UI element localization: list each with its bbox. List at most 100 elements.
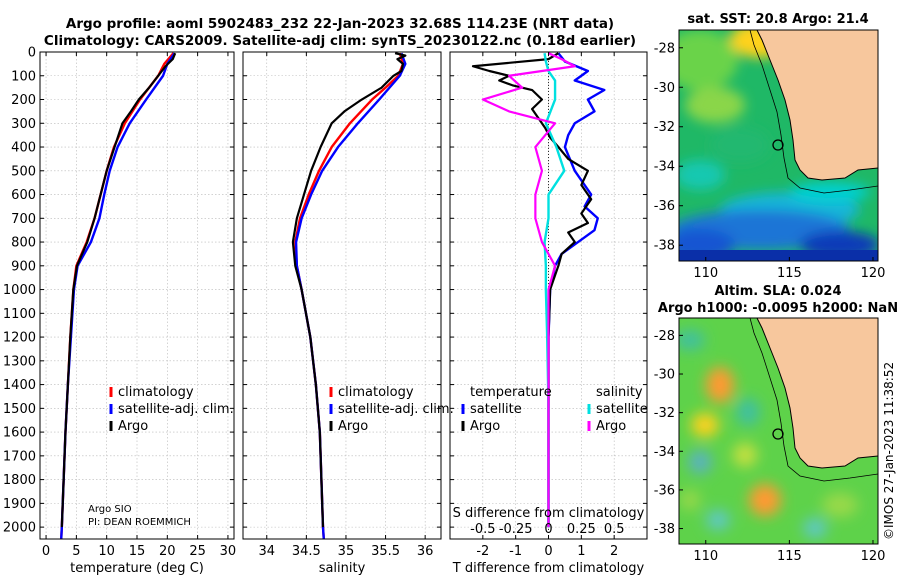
temperature-legend: climatology satellite-adj. clim. Argo: [109, 385, 234, 434]
y-tick-label: 1200: [3, 331, 36, 346]
legend-temp-argo-label: Argo: [470, 419, 500, 434]
x-tick-label: 35: [338, 544, 355, 559]
x-tick-label: 35.5: [371, 544, 400, 559]
x-tick-label: 36: [417, 544, 434, 559]
map-lat-tick-label: -38: [654, 239, 675, 254]
figure-title-line1: Argo profile: aoml 5902483_232 22-Jan-20…: [66, 16, 614, 32]
difference-panel: -2 -1 0 1 2 T difference from climatology S di…: [449, 51, 648, 576]
series-line-argo: [291, 52, 407, 528]
x2-tick-label: 0: [544, 522, 552, 537]
y-tick-label: 1600: [3, 426, 36, 441]
sla-map-title-line2: Argo h1000: -0.0095 h2000: NaN: [658, 301, 898, 316]
credit-line2: PI: DEAN ROEMMICH: [88, 517, 191, 528]
legend-temperature-title: temperature: [470, 385, 552, 400]
map-lat-tick-label: -36: [654, 483, 675, 498]
y-tick-label: 1900: [3, 497, 36, 512]
sla-map: 110 115 120 -28 -30 -32 -34 -36 -38: [654, 317, 886, 564]
sla-profile-location-marker: [772, 428, 784, 440]
y-tick-label: 2000: [3, 521, 36, 536]
map-lon-tick-label: 115: [777, 266, 802, 281]
y-tick-label: 1300: [3, 354, 36, 369]
map-lat-tick-label: -30: [654, 368, 675, 383]
legend-satellite-label: satellite-adj. clim.: [338, 402, 454, 417]
legend-sal-satellite-label: satellite: [596, 402, 648, 417]
series-line-salinity-argo: [481, 52, 576, 528]
map-lon-tick-label: 115: [777, 549, 802, 564]
map-lat-tick-label: -28: [654, 329, 675, 344]
plot-frame: [242, 51, 442, 540]
legend-climatology-label: climatology: [118, 385, 194, 400]
map-lat-tick-label: -34: [654, 160, 675, 175]
x-axis-label: T difference from climatology: [452, 561, 645, 576]
x2-tick-label: -0.25: [499, 522, 533, 537]
x-tick-label: 20: [159, 544, 176, 559]
x-tick-label: 0: [544, 544, 552, 559]
x2-tick-label: 0.5: [604, 522, 625, 537]
legend-climatology-label: climatology: [338, 385, 414, 400]
salinity-legend: climatology satellite-adj. clim. Argo: [329, 385, 454, 434]
x2-tick-label: -0.5: [470, 522, 495, 537]
salinity-profile-panel: 34 34.5 35 35.5 36 salinity: [242, 51, 442, 576]
x2-tick-label: 0.25: [567, 522, 596, 537]
map-lat-tick-label: -28: [654, 41, 675, 56]
x-tick-label: 2: [610, 544, 618, 559]
y-tick-label: 700: [11, 212, 36, 227]
map-lat-tick-label: -34: [654, 445, 675, 460]
imos-timestamp-watermark: ©IMOS 27-Jan-2023 11:38:52: [882, 362, 896, 540]
map-lat-tick-label: -32: [654, 406, 675, 421]
series-line-climatology: [60, 52, 175, 540]
legend-argo-label: Argo: [118, 419, 148, 434]
y-tick-label: 1700: [3, 449, 36, 464]
y-tick-label: 0: [28, 46, 36, 61]
x-axis-label: temperature (deg C): [70, 561, 204, 576]
x-tick-label: 34: [258, 544, 275, 559]
legend-sal-argo-label: Argo: [596, 419, 626, 434]
y-tick-label: 500: [11, 164, 36, 179]
legend-temp-satellite-label: satellite: [470, 402, 522, 417]
map-lon-tick-label: 120: [861, 549, 886, 564]
x-tick-label: -2: [476, 544, 489, 559]
credit-line1: Argo SIO: [88, 504, 132, 515]
map-lon-tick-label: 110: [693, 266, 718, 281]
series-line-temperature-argo: [471, 52, 593, 528]
y-tick-label: 1400: [3, 378, 36, 393]
map-lat-tick-label: -32: [654, 120, 675, 135]
y-tick-label: 800: [11, 236, 36, 251]
series-line-argo: [60, 52, 177, 528]
y-tick-label: 900: [11, 259, 36, 274]
map-lat-tick-label: -38: [654, 522, 675, 537]
legend-salinity-title: salinity: [596, 385, 643, 400]
difference-legend: temperature salinity satellite Argo sate…: [461, 385, 648, 434]
y-tick-label: 1500: [3, 402, 36, 417]
y-tick-label: 400: [11, 141, 36, 156]
sst-profile-location-marker: [772, 139, 784, 151]
x-tick-label: 10: [98, 544, 115, 559]
y-tick-label: 600: [11, 188, 36, 203]
map-lon-tick-label: 110: [693, 549, 718, 564]
map-lon-tick-label: 120: [861, 266, 886, 281]
y-tick-label: 1100: [3, 307, 36, 322]
figure-title-line2: Climatology: CARS2009. Satellite-adj cli…: [44, 33, 636, 49]
y-tick-label: 100: [11, 69, 36, 84]
y-tick-label: 300: [11, 117, 36, 132]
temperature-profile-panel: 0 5 10 15 20 25 30 temperature (deg C) 0 100 200 30…: [3, 46, 236, 577]
x-tick-label: 5: [72, 544, 80, 559]
sla-map-title-line1: Altim. SLA: 0.024: [715, 284, 842, 299]
y-tick-label: 1000: [3, 283, 36, 298]
legend-satellite-label: satellite-adj. clim.: [118, 402, 234, 417]
series-line-satellite-adj-clim-: [60, 52, 176, 540]
series-line-satellite-adj-clim-: [294, 52, 407, 540]
x-tick-label: 0: [42, 544, 50, 559]
x-tick-label: 15: [129, 544, 146, 559]
x-tick-label: 25: [189, 544, 206, 559]
legend-argo-label: Argo: [338, 419, 368, 434]
map-lat-tick-label: -36: [654, 199, 675, 214]
map-lat-tick-label: -30: [654, 81, 675, 96]
series-line-climatology: [294, 52, 405, 540]
sst-map: 110 115 120 -28 -30 -32 -34 -36 -38: [654, 29, 886, 281]
x-axis-label: salinity: [319, 561, 366, 576]
x2-axis-label: S difference from climatology: [453, 506, 645, 521]
sst-map-title: sat. SST: 20.8 Argo: 21.4: [687, 12, 868, 27]
y-tick-label: 1800: [3, 473, 36, 488]
